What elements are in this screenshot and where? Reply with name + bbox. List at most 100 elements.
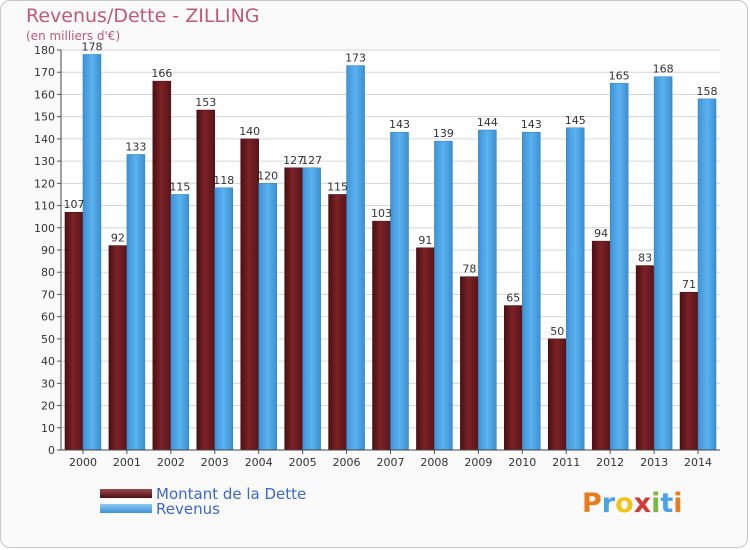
- x-tick-label: 2010: [508, 456, 536, 469]
- data-label: 144: [477, 116, 498, 129]
- data-label: 178: [81, 40, 102, 53]
- y-tick-label: 0: [48, 444, 55, 457]
- x-tick-label: 2009: [464, 456, 492, 469]
- data-label: 143: [521, 118, 542, 131]
- logo-letter: r: [601, 488, 616, 519]
- legend-label-debt: Montant de la Dette: [156, 484, 307, 503]
- data-label: 65: [506, 292, 520, 305]
- y-tick-label: 140: [34, 133, 55, 146]
- y-tick-label: 60: [41, 311, 55, 324]
- legend-swatch-revenus: [100, 504, 152, 513]
- bar-dette: [547, 338, 567, 451]
- data-label: 145: [565, 114, 586, 127]
- legend-item-revenus: Revenus: [100, 499, 306, 518]
- y-tick-label: 70: [41, 288, 55, 301]
- bar-dette: [64, 211, 84, 451]
- x-tick-label: 2004: [245, 456, 273, 469]
- data-label: 165: [609, 69, 630, 82]
- x-tick-label: 2014: [684, 456, 712, 469]
- data-label: 94: [594, 227, 608, 240]
- x-tick-label: 2001: [113, 456, 141, 469]
- y-tick-label: 50: [41, 333, 55, 346]
- bar-dette: [372, 220, 391, 451]
- logo-letter: i: [651, 488, 661, 519]
- logo-letter: i: [673, 488, 683, 519]
- data-label: 91: [418, 234, 432, 247]
- bar-dette: [328, 194, 347, 451]
- bar-revenus: [126, 154, 146, 451]
- y-tick-label: 120: [34, 177, 55, 190]
- x-tick-label: 2007: [377, 456, 405, 469]
- data-label: 168: [653, 63, 674, 76]
- data-label: 158: [697, 85, 718, 98]
- legend-item-debt: Montant de la Dette: [100, 484, 307, 503]
- y-tick-label: 40: [41, 355, 55, 368]
- bar-revenus: [390, 131, 409, 451]
- y-tick-label: 170: [34, 66, 55, 79]
- bar-revenus: [522, 131, 541, 451]
- x-tick-label: 2011: [552, 456, 580, 469]
- data-label: 143: [389, 118, 410, 131]
- y-tick-label: 20: [41, 400, 55, 413]
- data-label: 120: [257, 169, 278, 182]
- data-label: 173: [345, 52, 366, 65]
- y-tick-label: 150: [34, 111, 55, 124]
- y-tick-label: 30: [41, 377, 55, 390]
- bar-revenus: [565, 127, 585, 451]
- x-tick-label: 2003: [201, 456, 229, 469]
- bar-revenus: [346, 65, 365, 451]
- bar-dette: [679, 291, 699, 451]
- y-tick-label: 130: [34, 155, 55, 168]
- data-label: 92: [111, 232, 125, 245]
- proxiti-logo: Proxiti: [582, 488, 683, 519]
- data-label: 133: [125, 140, 146, 153]
- data-label: 127: [301, 154, 322, 167]
- bar-dette: [284, 167, 303, 451]
- bar-dette: [635, 265, 655, 451]
- bar-revenus: [214, 187, 234, 451]
- bar-dette: [240, 138, 259, 451]
- bar-dette: [591, 240, 611, 451]
- legend-swatch-debt: [100, 489, 152, 498]
- bar-revenus: [478, 129, 497, 451]
- logo-letter: t: [660, 488, 674, 519]
- bar-dette: [108, 245, 128, 451]
- bar-revenus: [82, 54, 102, 451]
- data-label: 166: [151, 67, 172, 80]
- y-tick-label: 110: [34, 200, 55, 213]
- bar-revenus: [258, 183, 277, 451]
- logo-letter: P: [582, 488, 602, 519]
- chart-subtitle: (en milliers d'€): [26, 29, 121, 43]
- data-label: 50: [550, 325, 564, 338]
- data-label: 103: [371, 207, 392, 220]
- y-tick-label: 160: [34, 88, 55, 101]
- bar-revenus: [302, 167, 321, 451]
- bar-dette: [196, 109, 216, 451]
- x-tick-label: 2002: [157, 456, 185, 469]
- bar-revenus: [653, 76, 673, 451]
- legend: Montant de la Dette Revenus: [100, 484, 307, 518]
- logo-letter: x: [633, 488, 652, 519]
- logo-letter: o: [615, 488, 634, 519]
- bar-dette: [152, 80, 172, 451]
- data-label: 78: [462, 263, 476, 276]
- y-tick-label: 180: [34, 44, 55, 57]
- bar-revenus: [609, 83, 629, 451]
- y-tick-label: 10: [41, 422, 55, 435]
- data-label: 107: [63, 198, 84, 211]
- bar-dette: [416, 247, 435, 451]
- data-label: 71: [682, 278, 696, 291]
- x-tick-label: 2012: [596, 456, 624, 469]
- data-label: 153: [195, 96, 216, 109]
- x-tick-label: 2013: [640, 456, 668, 469]
- data-label: 127: [283, 154, 304, 167]
- y-tick-label: 80: [41, 266, 55, 279]
- bar-revenus: [434, 140, 453, 451]
- data-label: 115: [327, 180, 348, 193]
- data-label: 118: [213, 174, 234, 187]
- chart-title: Revenus/Dette - ZILLING: [26, 5, 260, 27]
- x-tick-label: 2000: [69, 456, 97, 469]
- x-tick-label: 2005: [289, 456, 317, 469]
- legend-label-revenus: Revenus: [156, 499, 220, 518]
